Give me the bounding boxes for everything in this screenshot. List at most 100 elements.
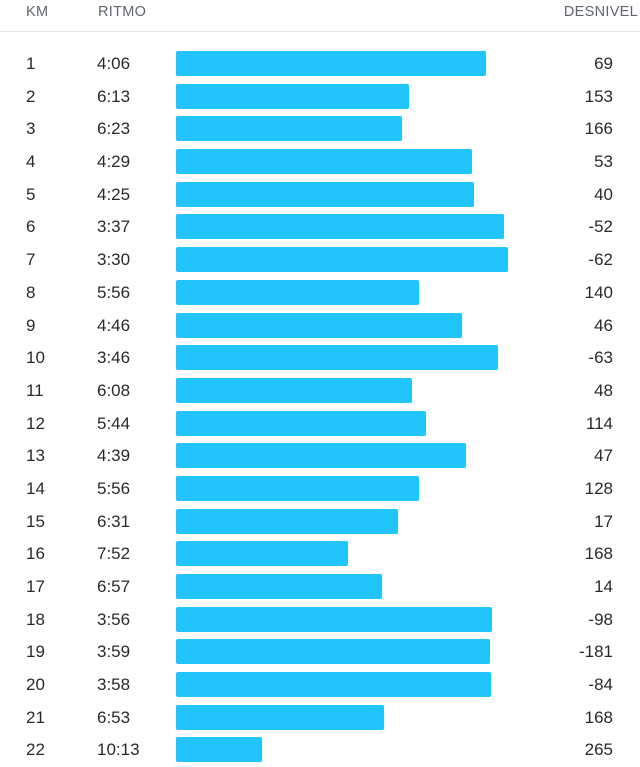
split-pace: 4:46 bbox=[97, 315, 131, 335]
split-km: 3 bbox=[26, 119, 36, 139]
split-pace: 3:59 bbox=[97, 642, 131, 662]
pace-bar bbox=[176, 214, 504, 240]
pace-bar bbox=[176, 508, 398, 534]
column-header-km: KM bbox=[26, 4, 49, 20]
split-pace: 5:56 bbox=[97, 282, 131, 302]
splits-list: 1 4:06 69 2 6:13 153 3 6:23 166 4 4:29 53 5 4:25 40 6 3:… bbox=[0, 48, 640, 767]
split-km: 18 bbox=[26, 609, 45, 629]
pace-bar bbox=[176, 83, 409, 109]
split-pace: 3:46 bbox=[97, 348, 131, 368]
split-elevation: 265 bbox=[584, 740, 613, 760]
pace-bar bbox=[176, 704, 384, 730]
split-pace: 10:13 bbox=[97, 740, 140, 760]
split-row: 5 4:25 40 bbox=[0, 179, 640, 212]
split-pace: 3:56 bbox=[97, 609, 131, 629]
split-km: 21 bbox=[26, 707, 45, 727]
split-pace: 4:25 bbox=[97, 184, 131, 204]
split-row: 13 4:39 47 bbox=[0, 440, 640, 473]
split-pace: 4:29 bbox=[97, 152, 131, 172]
split-row: 12 5:44 114 bbox=[0, 408, 640, 441]
pace-bar bbox=[176, 443, 466, 469]
split-elevation: -63 bbox=[588, 348, 613, 368]
split-elevation: 17 bbox=[594, 511, 613, 531]
pace-bar bbox=[176, 606, 492, 632]
split-elevation: 168 bbox=[584, 544, 613, 564]
split-row: 15 6:31 17 bbox=[0, 506, 640, 539]
split-row: 20 3:58 -84 bbox=[0, 669, 640, 702]
pace-bar bbox=[176, 345, 498, 371]
split-elevation: 47 bbox=[594, 446, 613, 466]
split-row: 19 3:59 -181 bbox=[0, 636, 640, 669]
split-row: 3 6:23 166 bbox=[0, 113, 640, 146]
split-pace: 4:39 bbox=[97, 446, 131, 466]
split-row: 2 6:13 153 bbox=[0, 81, 640, 114]
split-row: 10 3:46 -63 bbox=[0, 342, 640, 375]
split-elevation: 168 bbox=[584, 707, 613, 727]
split-row: 9 4:46 46 bbox=[0, 310, 640, 343]
split-row: 4 4:29 53 bbox=[0, 146, 640, 179]
pace-bar bbox=[176, 51, 486, 76]
split-pace: 6:13 bbox=[97, 86, 131, 106]
split-row: 1 4:06 69 bbox=[0, 48, 640, 81]
split-km: 17 bbox=[26, 577, 45, 596]
split-row: 21 6:53 168 bbox=[0, 702, 640, 735]
pace-bar bbox=[176, 247, 508, 273]
split-elevation: 114 bbox=[585, 413, 613, 433]
split-km: 14 bbox=[26, 478, 45, 498]
split-km: 10 bbox=[26, 348, 45, 368]
split-km: 4 bbox=[26, 152, 36, 172]
split-row: 18 3:56 -98 bbox=[0, 604, 640, 637]
split-km: 2 bbox=[26, 86, 36, 106]
split-row: 6 3:37 -52 bbox=[0, 211, 640, 244]
split-pace: 3:58 bbox=[97, 675, 131, 695]
split-elevation: 14 bbox=[594, 577, 613, 596]
split-row: 16 7:52 168 bbox=[0, 538, 640, 571]
split-elevation: 128 bbox=[584, 478, 613, 498]
split-pace: 6:31 bbox=[97, 511, 131, 531]
pace-bar bbox=[176, 672, 491, 698]
pace-bar bbox=[176, 312, 462, 338]
pace-bar bbox=[176, 639, 490, 665]
pace-bar bbox=[176, 149, 472, 175]
split-elevation: -62 bbox=[588, 250, 613, 270]
split-km: 6 bbox=[26, 217, 36, 237]
splits-header: KM RITMO DESNIVEL bbox=[0, 0, 640, 32]
split-elevation: -52 bbox=[588, 217, 613, 237]
split-km: 7 bbox=[26, 250, 36, 270]
split-elevation: 48 bbox=[594, 380, 613, 400]
split-km: 22 bbox=[26, 740, 45, 760]
split-km: 9 bbox=[26, 315, 36, 335]
split-pace: 3:30 bbox=[97, 250, 131, 270]
pace-bar bbox=[176, 181, 474, 207]
split-km: 13 bbox=[26, 446, 45, 466]
split-row: 14 5:56 128 bbox=[0, 473, 640, 506]
split-km: 5 bbox=[26, 184, 36, 204]
pace-bar bbox=[176, 410, 426, 436]
split-km: 1 bbox=[26, 54, 36, 73]
column-header-pace: RITMO bbox=[98, 4, 147, 20]
split-pace: 4:06 bbox=[97, 54, 131, 73]
split-km: 12 bbox=[26, 413, 45, 433]
split-elevation: 53 bbox=[594, 152, 613, 172]
split-row: 8 5:56 140 bbox=[0, 277, 640, 310]
split-pace: 6:57 bbox=[97, 577, 131, 596]
split-row: 22 10:13 265 bbox=[0, 734, 640, 767]
split-elevation: -84 bbox=[588, 675, 613, 695]
split-row: 7 3:30 -62 bbox=[0, 244, 640, 277]
split-pace: 5:44 bbox=[97, 413, 131, 433]
split-pace: 5:56 bbox=[97, 478, 131, 498]
split-elevation: 166 bbox=[584, 119, 613, 139]
split-km: 16 bbox=[26, 544, 45, 564]
split-km: 8 bbox=[26, 282, 36, 302]
split-elevation: 69 bbox=[594, 54, 613, 73]
pace-bar bbox=[176, 475, 419, 501]
pace-bar bbox=[176, 737, 262, 763]
split-row: 17 6:57 14 bbox=[0, 571, 640, 604]
split-pace: 6:08 bbox=[97, 380, 131, 400]
split-pace: 6:23 bbox=[97, 119, 131, 139]
pace-bar bbox=[176, 279, 419, 305]
split-elevation: 153 bbox=[584, 86, 613, 106]
split-km: 20 bbox=[26, 675, 45, 695]
split-km: 11 bbox=[26, 380, 44, 400]
column-header-elevation: DESNIVEL bbox=[563, 4, 638, 20]
